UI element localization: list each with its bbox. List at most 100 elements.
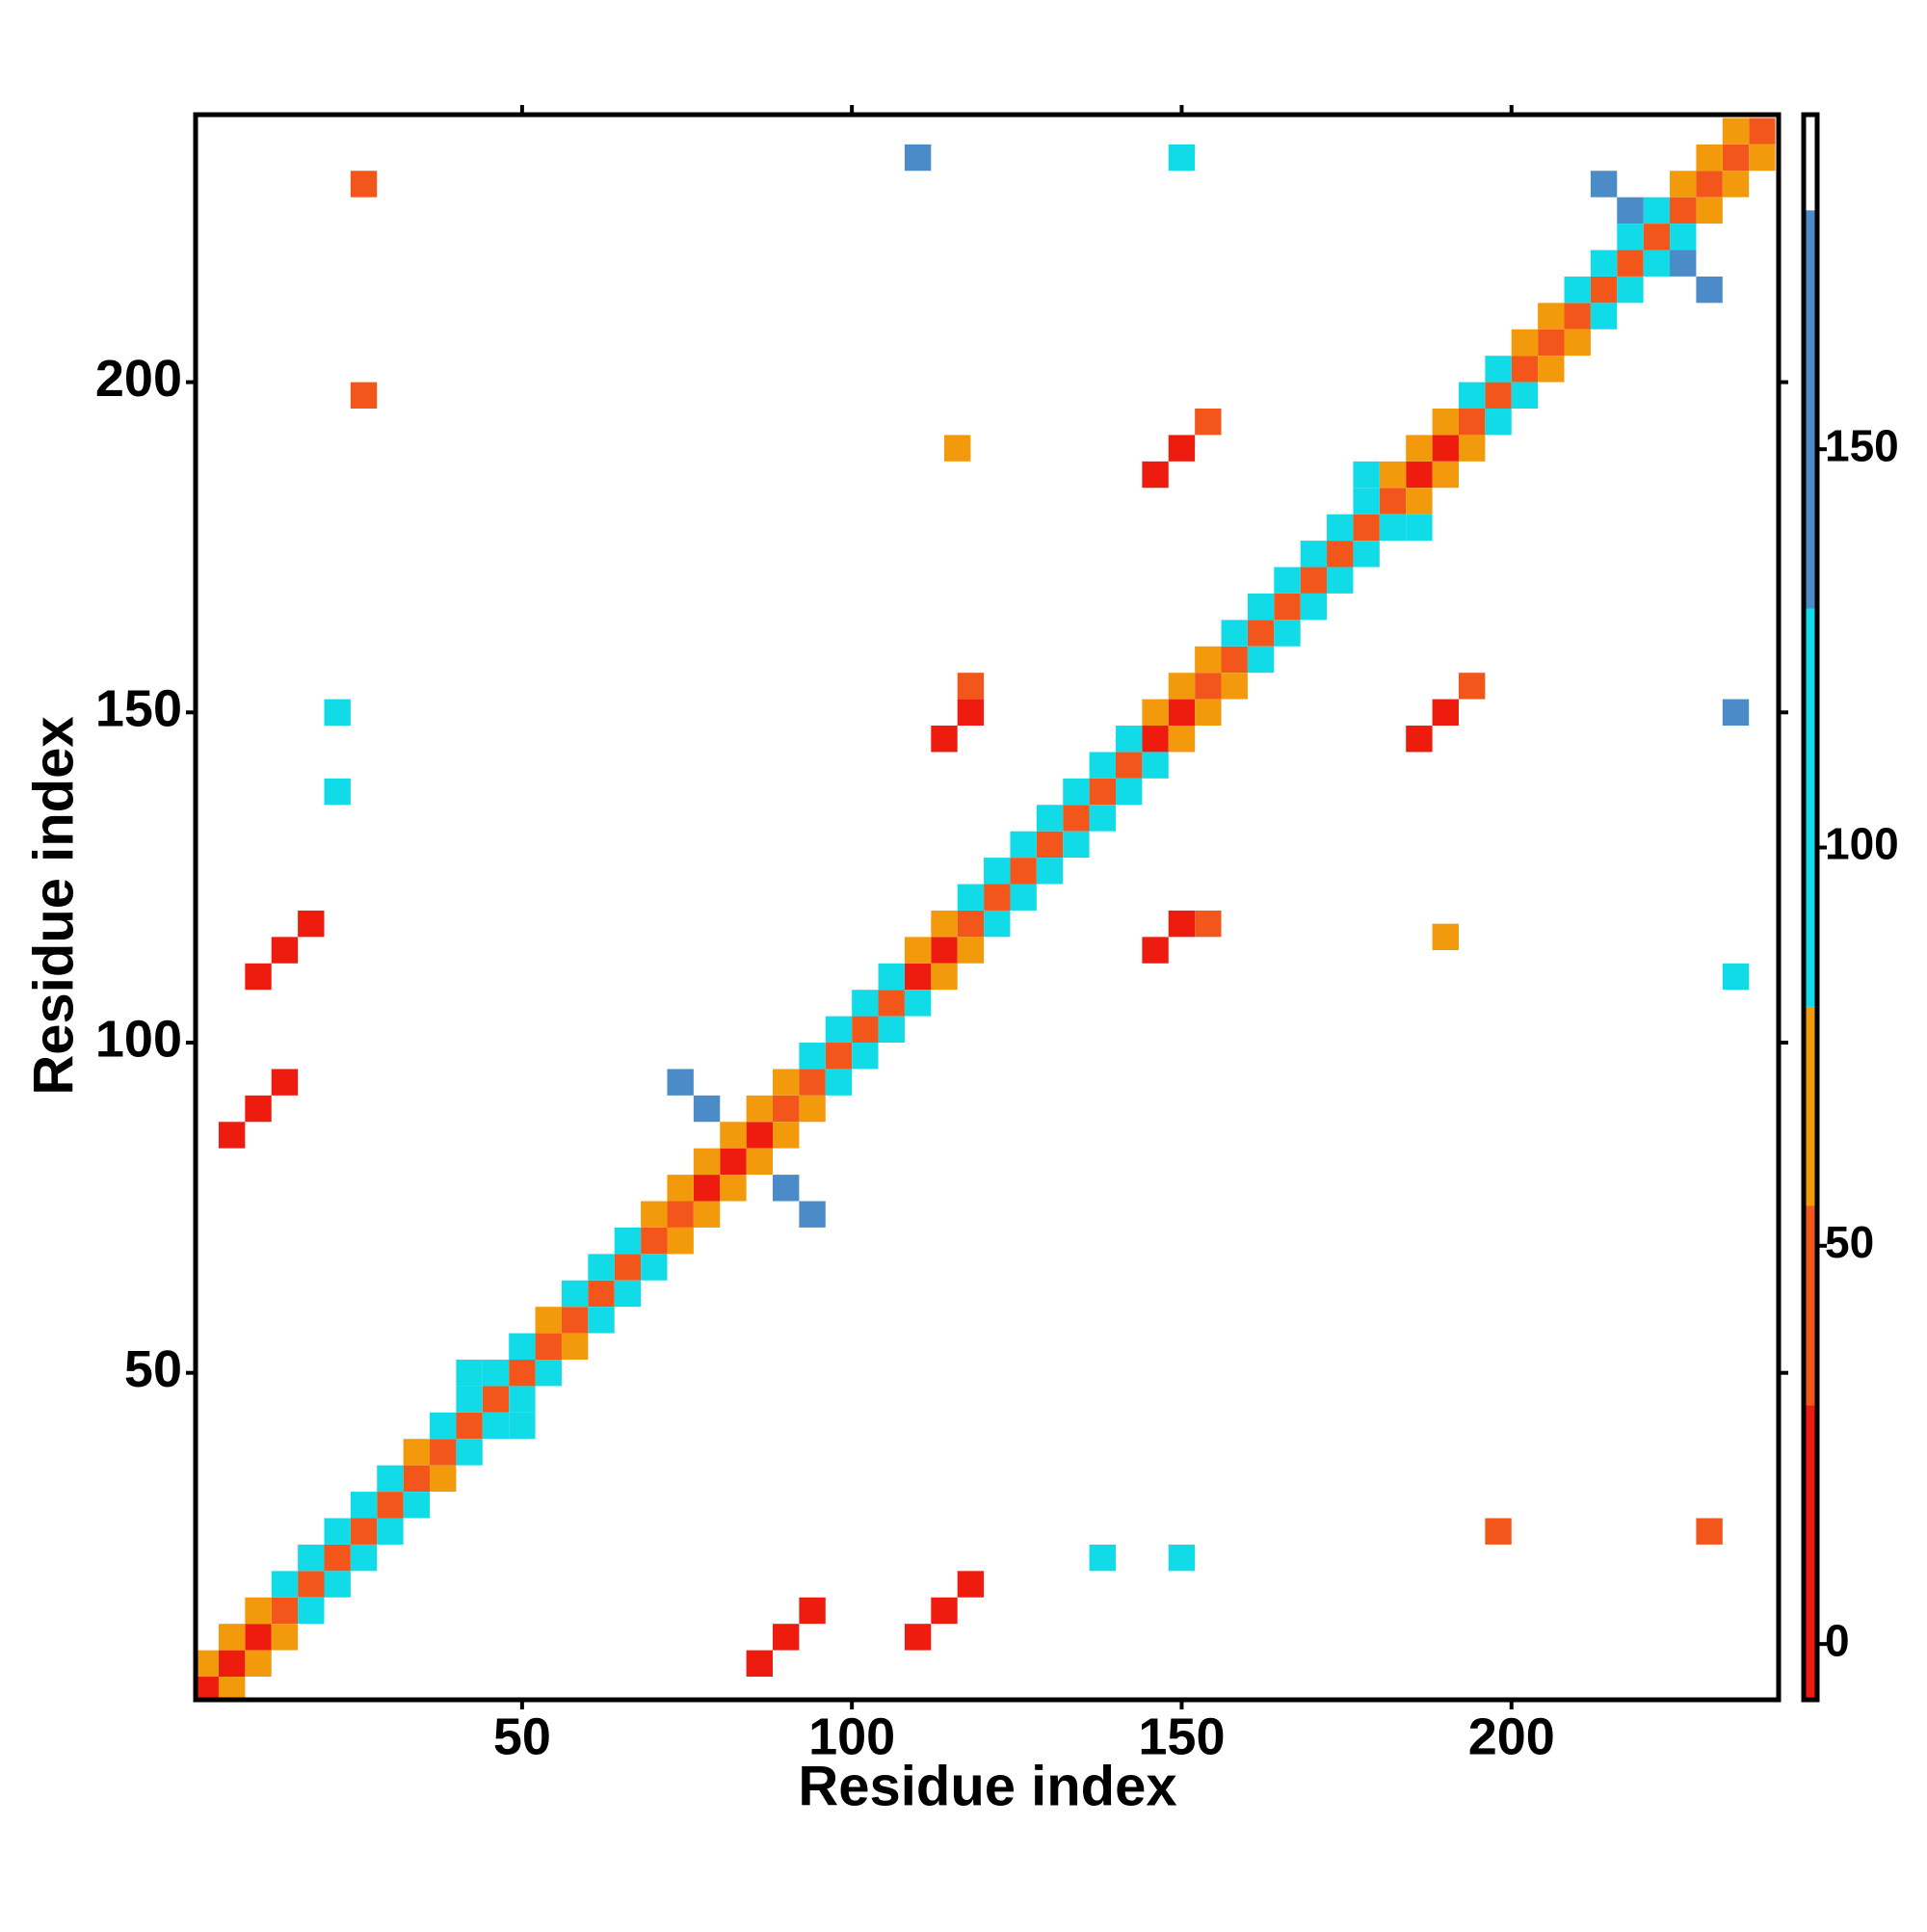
heat-cell bbox=[1089, 778, 1116, 806]
heat-cell bbox=[746, 1122, 774, 1149]
colorbar-tick-label: 150 bbox=[1825, 420, 1899, 470]
heat-cell bbox=[1168, 726, 1196, 753]
heat-cell bbox=[1168, 673, 1196, 700]
heat-cell bbox=[271, 1571, 299, 1598]
heat-cell bbox=[1643, 197, 1671, 225]
heat-cell bbox=[693, 1148, 721, 1176]
heat-cell bbox=[1089, 805, 1116, 832]
heat-cell bbox=[1511, 329, 1539, 357]
heat-cell bbox=[720, 1122, 747, 1149]
heat-cell bbox=[1353, 514, 1380, 542]
heat-cell bbox=[298, 1571, 325, 1598]
heat-cell bbox=[298, 910, 325, 938]
heat-cell bbox=[1617, 276, 1644, 304]
heat-cell bbox=[904, 963, 932, 991]
heat-cell bbox=[957, 937, 985, 964]
heat-cell bbox=[482, 1412, 510, 1440]
heat-cell bbox=[1142, 699, 1169, 726]
heat-cell bbox=[773, 1095, 800, 1123]
heat-cell bbox=[1168, 144, 1196, 172]
heat-cell bbox=[1221, 673, 1248, 700]
heat-cell bbox=[773, 1175, 800, 1202]
heat-cell bbox=[588, 1307, 615, 1334]
heat-cell bbox=[720, 1175, 747, 1202]
heat-cell bbox=[957, 884, 985, 911]
heat-cell bbox=[1353, 461, 1380, 489]
colorbar-segment bbox=[1804, 1405, 1817, 1700]
heat-cell bbox=[1538, 356, 1565, 383]
heat-cell bbox=[350, 171, 378, 198]
heat-cell bbox=[1670, 197, 1697, 225]
heat-cell bbox=[482, 1386, 510, 1413]
y-tick-label: 50 bbox=[124, 1340, 182, 1398]
heat-cell bbox=[904, 1624, 932, 1651]
heat-cell bbox=[1670, 224, 1697, 251]
heat-cell bbox=[1485, 409, 1512, 436]
heat-cell bbox=[561, 1333, 589, 1360]
heat-cell bbox=[482, 1360, 510, 1387]
heat-cell bbox=[773, 1624, 800, 1651]
heat-cell bbox=[1406, 461, 1433, 489]
heat-cell bbox=[984, 884, 1011, 911]
heat-cell bbox=[1327, 567, 1354, 594]
heat-cell bbox=[1221, 646, 1248, 674]
heat-cell bbox=[245, 1597, 272, 1625]
heat-cell bbox=[1722, 699, 1750, 726]
heat-cell bbox=[196, 1677, 219, 1700]
heat-cell bbox=[878, 990, 905, 1017]
heat-cell bbox=[218, 1650, 246, 1677]
heat-cell bbox=[350, 1518, 378, 1545]
heat-cell bbox=[430, 1439, 457, 1466]
heat-cell bbox=[1010, 858, 1037, 885]
heat-cell bbox=[1142, 752, 1169, 779]
heat-cell bbox=[1511, 356, 1539, 383]
heat-cell bbox=[1749, 118, 1776, 145]
colorbar-tick-label: 50 bbox=[1825, 1217, 1874, 1267]
heat-cell bbox=[403, 1492, 431, 1519]
heat-cell bbox=[377, 1465, 404, 1493]
heat-cell bbox=[931, 726, 958, 753]
heat-cell bbox=[746, 1650, 774, 1677]
heat-cell bbox=[1274, 593, 1301, 621]
heat-cell bbox=[1142, 937, 1169, 964]
heat-cell bbox=[957, 910, 985, 938]
heat-cell bbox=[1168, 910, 1196, 938]
heat-cell bbox=[1036, 831, 1064, 859]
heat-cell bbox=[1247, 646, 1275, 674]
heat-cell bbox=[1590, 303, 1618, 330]
heat-cell bbox=[456, 1386, 483, 1413]
heat-cell bbox=[509, 1360, 536, 1387]
colorbar-tick-label: 0 bbox=[1825, 1615, 1850, 1665]
heat-cell bbox=[878, 963, 905, 991]
x-tick-label: 100 bbox=[808, 1707, 895, 1765]
heat-cell bbox=[1590, 276, 1618, 304]
heat-cell bbox=[1617, 197, 1644, 225]
heat-cell bbox=[984, 858, 1011, 885]
heat-cell bbox=[403, 1465, 431, 1493]
colorbar-frame bbox=[1801, 112, 1820, 1703]
heat-cell bbox=[1458, 673, 1486, 700]
heat-cell bbox=[271, 1069, 299, 1096]
heat-cell bbox=[1643, 250, 1671, 277]
heat-cell bbox=[1564, 329, 1591, 357]
x-tick-label: 200 bbox=[1468, 1707, 1555, 1765]
heat-cell bbox=[588, 1254, 615, 1281]
y-tick-label: 200 bbox=[95, 350, 182, 408]
heat-cell bbox=[1247, 620, 1275, 647]
heat-cell bbox=[1406, 435, 1433, 462]
heat-cell bbox=[904, 144, 932, 172]
heat-cell bbox=[799, 1201, 826, 1228]
heat-cell bbox=[1406, 514, 1433, 542]
heat-cell bbox=[693, 1095, 721, 1123]
heat-cell bbox=[1406, 726, 1433, 753]
heat-cell bbox=[324, 778, 351, 806]
heat-cell bbox=[350, 1544, 378, 1572]
heat-cell bbox=[1353, 541, 1380, 568]
heat-cell bbox=[1036, 858, 1064, 885]
heat-cell bbox=[614, 1227, 642, 1255]
heat-cell bbox=[957, 1571, 985, 1598]
heat-cell bbox=[1247, 593, 1275, 621]
heat-cell bbox=[1327, 541, 1354, 568]
heat-cell bbox=[773, 1122, 800, 1149]
heat-cell bbox=[1300, 541, 1328, 568]
